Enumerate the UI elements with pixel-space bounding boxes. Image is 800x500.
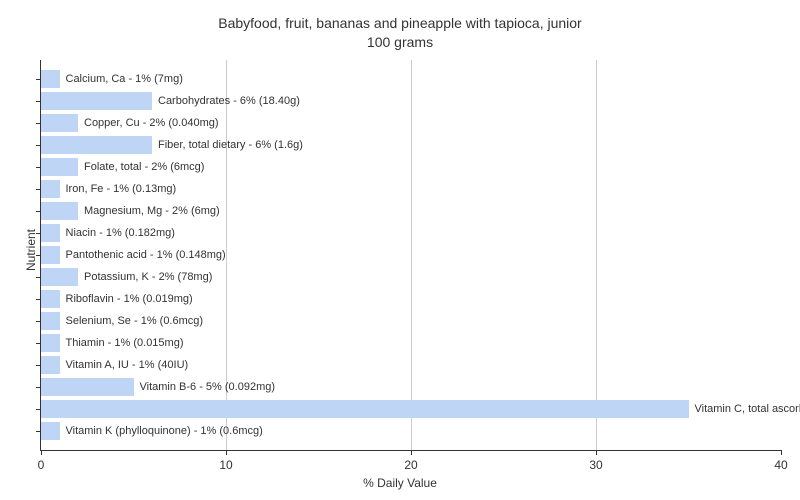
gridline	[411, 60, 412, 450]
bar	[41, 334, 60, 352]
bar	[41, 202, 78, 220]
bar-label: Vitamin A, IU - 1% (40IU)	[60, 356, 189, 374]
bar	[41, 70, 60, 88]
x-tick-label: 40	[774, 458, 787, 472]
plot-area: 010203040Calcium, Ca - 1% (7mg)Carbohydr…	[40, 60, 781, 451]
x-tick	[596, 450, 597, 455]
chart-title-line2: 100 grams	[367, 34, 433, 50]
bar	[41, 290, 60, 308]
bar	[41, 92, 152, 110]
bar	[41, 158, 78, 176]
bar	[41, 136, 152, 154]
bar-label: Selenium, Se - 1% (0.6mcg)	[60, 312, 204, 330]
x-tick-label: 20	[404, 458, 417, 472]
bar-label: Riboflavin - 1% (0.019mg)	[60, 290, 193, 308]
bar-label: Iron, Fe - 1% (0.13mg)	[60, 180, 177, 198]
bar-label: Calcium, Ca - 1% (7mg)	[60, 70, 183, 88]
bar-label: Potassium, K - 2% (78mg)	[78, 268, 212, 286]
bar	[41, 246, 60, 264]
x-tick	[226, 450, 227, 455]
bar	[41, 422, 60, 440]
bar	[41, 180, 60, 198]
x-axis-label: % Daily Value	[0, 476, 800, 490]
bar-label: Niacin - 1% (0.182mg)	[60, 224, 175, 242]
bar	[41, 268, 78, 286]
x-tick	[781, 450, 782, 455]
bar-label: Carbohydrates - 6% (18.40g)	[152, 92, 300, 110]
bar-label: Pantothenic acid - 1% (0.148mg)	[60, 246, 226, 264]
bar	[41, 114, 78, 132]
chart-title-line1: Babyfood, fruit, bananas and pineapple w…	[218, 15, 581, 31]
nutrient-chart: Babyfood, fruit, bananas and pineapple w…	[0, 0, 800, 500]
bar-label: Folate, total - 2% (6mcg)	[78, 158, 204, 176]
bar-label: Vitamin B-6 - 5% (0.092mg)	[134, 378, 276, 396]
bar-label: Copper, Cu - 2% (0.040mg)	[78, 114, 219, 132]
bar	[41, 312, 60, 330]
x-tick-label: 0	[38, 458, 45, 472]
gridline	[596, 60, 597, 450]
bar	[41, 378, 134, 396]
bar-label: Vitamin C, total ascorbic acid - 35% (21…	[689, 400, 800, 418]
y-axis-label: Nutrient	[24, 229, 38, 271]
bar	[41, 224, 60, 242]
bar	[41, 356, 60, 374]
bar	[41, 400, 689, 418]
x-tick-label: 10	[219, 458, 232, 472]
bar-label: Fiber, total dietary - 6% (1.6g)	[152, 136, 303, 154]
bar-label: Thiamin - 1% (0.015mg)	[60, 334, 184, 352]
x-tick-label: 30	[589, 458, 602, 472]
bar-label: Magnesium, Mg - 2% (6mg)	[78, 202, 220, 220]
chart-title: Babyfood, fruit, bananas and pineapple w…	[0, 14, 800, 52]
x-tick	[411, 450, 412, 455]
bar-label: Vitamin K (phylloquinone) - 1% (0.6mcg)	[60, 422, 263, 440]
x-tick	[41, 450, 42, 455]
